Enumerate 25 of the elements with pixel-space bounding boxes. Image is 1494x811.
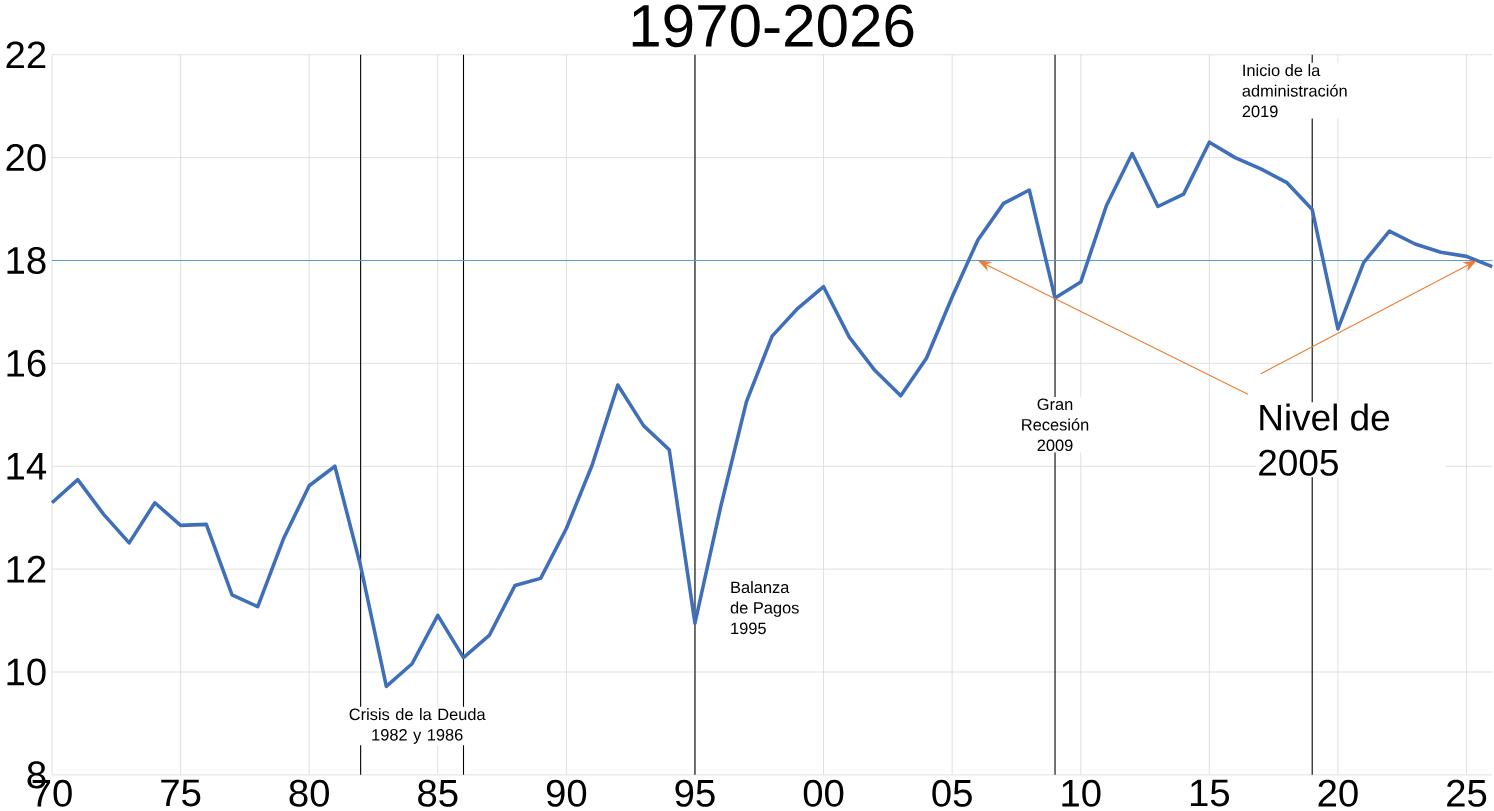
annotation: Nivel de 2005: [1259, 403, 1390, 476]
x-tick-label: 05: [932, 779, 972, 807]
annotation: Gran Recesión 2009: [1022, 398, 1089, 451]
x-tick-label: 85: [418, 779, 458, 807]
chart-title: 1970-2026: [632, 4, 914, 47]
x-tick-label: 75: [161, 779, 201, 807]
y-tick-label: 18: [7, 246, 46, 274]
y-tick-label: 14: [7, 452, 47, 480]
annotation: Balanza de Pagos 1995: [730, 580, 799, 634]
y-tick-label: 22: [6, 41, 46, 68]
y-tick-label: 20: [6, 143, 46, 171]
annotation: Crisis de la Deuda 1982 y 1986: [349, 707, 486, 744]
x-tick-label: 80: [289, 779, 329, 807]
x-tick-label: 00: [803, 779, 844, 807]
annotation: Inicio de la administración 2019: [1242, 63, 1347, 117]
x-tick-label: 25: [1447, 779, 1487, 807]
x-tick-label: 20: [1318, 779, 1358, 807]
y-tick-label: 16: [7, 349, 46, 377]
y-tick-label: 12: [7, 555, 46, 583]
x-tick-label: 95: [675, 779, 715, 807]
line-series: [50, 140, 1494, 688]
x-tick-label: 90: [546, 779, 587, 807]
x-tick-label: 10: [1062, 779, 1101, 807]
y-tick-label: 10: [7, 658, 46, 686]
x-tick-label: 15: [1190, 779, 1230, 807]
